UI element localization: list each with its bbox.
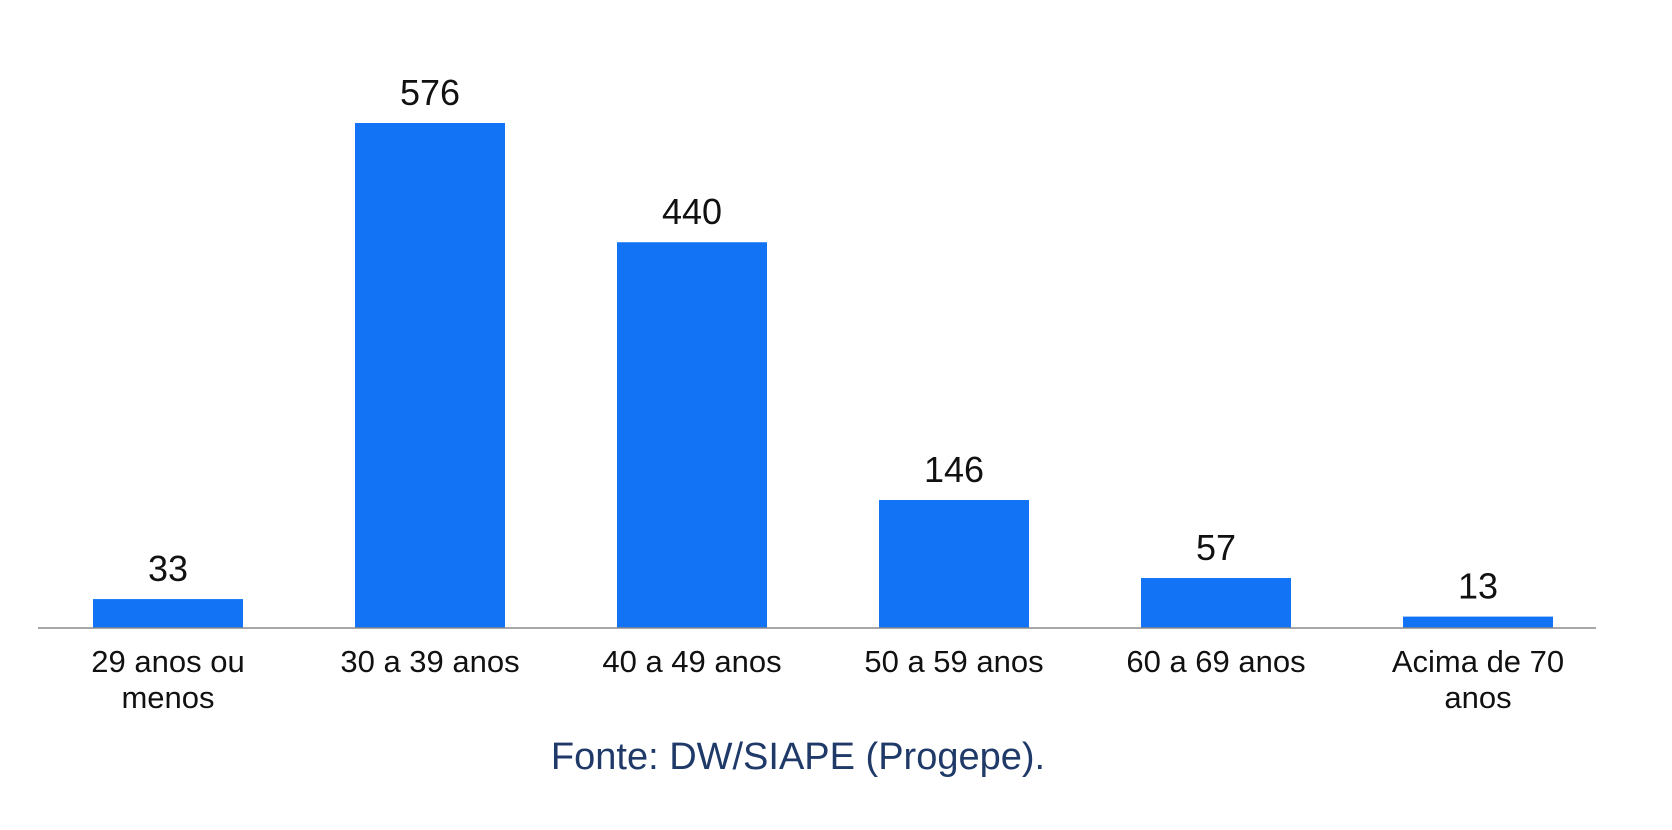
data-label-0: 33 [148, 548, 188, 589]
bar-5 [1403, 616, 1553, 628]
x-tick-label-1: 30 a 39 anos [340, 644, 519, 679]
bar-2 [617, 242, 767, 628]
data-label-5: 13 [1458, 566, 1498, 607]
x-tick-label-5: Acima de 70 anos [1392, 644, 1564, 715]
source-note: Fonte: DW/SIAPE (Progepe). [550, 736, 1046, 778]
data-label-3: 146 [924, 449, 984, 490]
x-tick-label-line: 40 a 49 anos [602, 644, 781, 679]
x-tick-label-4: 60 a 69 anos [1126, 644, 1305, 679]
x-tick-label-line: menos [121, 680, 214, 715]
x-tick-label-line: 30 a 39 anos [340, 644, 519, 679]
bar-chart: 33 29 anos ou menos 576 30 a 39 anos 440 40 a … [38, 72, 1596, 715]
x-tick-label-line: anos [1444, 680, 1511, 715]
x-tick-label-line: 50 a 59 anos [864, 644, 1043, 679]
data-label-4: 57 [1196, 527, 1236, 568]
x-tick-label-3: 50 a 59 anos [864, 644, 1043, 679]
bar-1 [355, 123, 505, 628]
bar-4 [1141, 578, 1291, 628]
x-tick-label-0: 29 anos ou menos [91, 644, 244, 715]
bar-0 [93, 599, 243, 628]
x-tick-label-line: 60 a 69 anos [1126, 644, 1305, 679]
x-tick-label-line: Acima de 70 [1392, 644, 1564, 679]
data-label-1: 576 [400, 72, 460, 113]
x-tick-label-line: 29 anos ou [91, 644, 244, 679]
data-label-2: 440 [662, 191, 722, 232]
bar-3 [879, 499, 1029, 628]
x-tick-label-2: 40 a 49 anos [602, 644, 781, 679]
